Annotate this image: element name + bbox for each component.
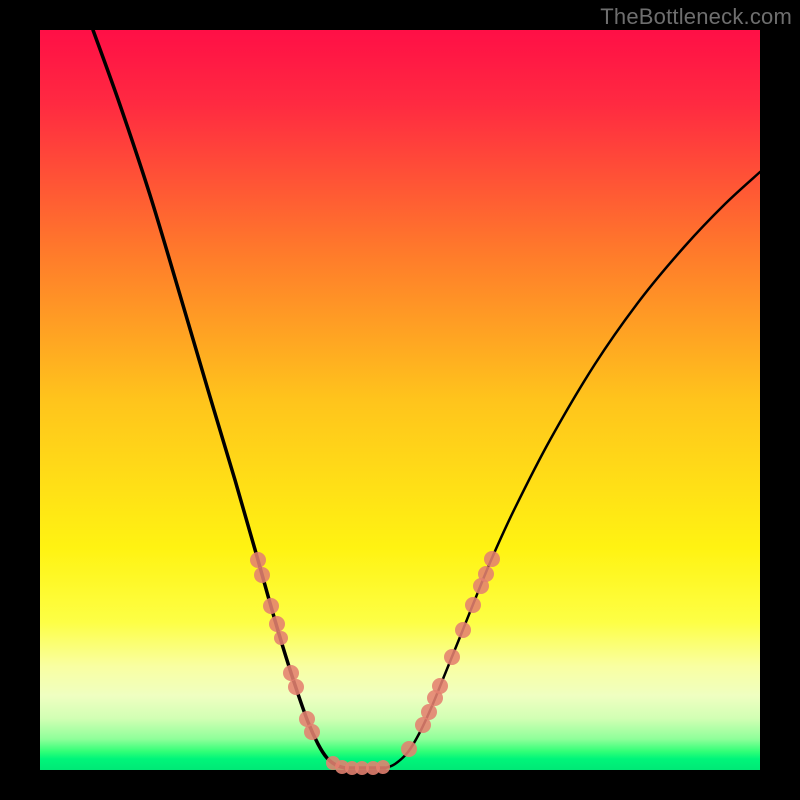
data-points (40, 30, 760, 770)
data-point (304, 724, 320, 740)
data-point (274, 631, 288, 645)
data-point (283, 665, 299, 681)
data-point (288, 679, 304, 695)
data-point (376, 760, 390, 774)
watermark-text: TheBottleneck.com (600, 4, 792, 30)
data-point (421, 704, 437, 720)
data-point (465, 597, 481, 613)
plot-area (40, 30, 760, 770)
data-point (263, 598, 279, 614)
data-point (432, 678, 448, 694)
data-point (254, 567, 270, 583)
data-point (455, 622, 471, 638)
data-point (478, 566, 494, 582)
data-point (444, 649, 460, 665)
data-point (250, 552, 266, 568)
data-point (269, 616, 285, 632)
data-point (484, 551, 500, 567)
data-point (401, 741, 417, 757)
outer-frame: TheBottleneck.com (0, 0, 800, 800)
